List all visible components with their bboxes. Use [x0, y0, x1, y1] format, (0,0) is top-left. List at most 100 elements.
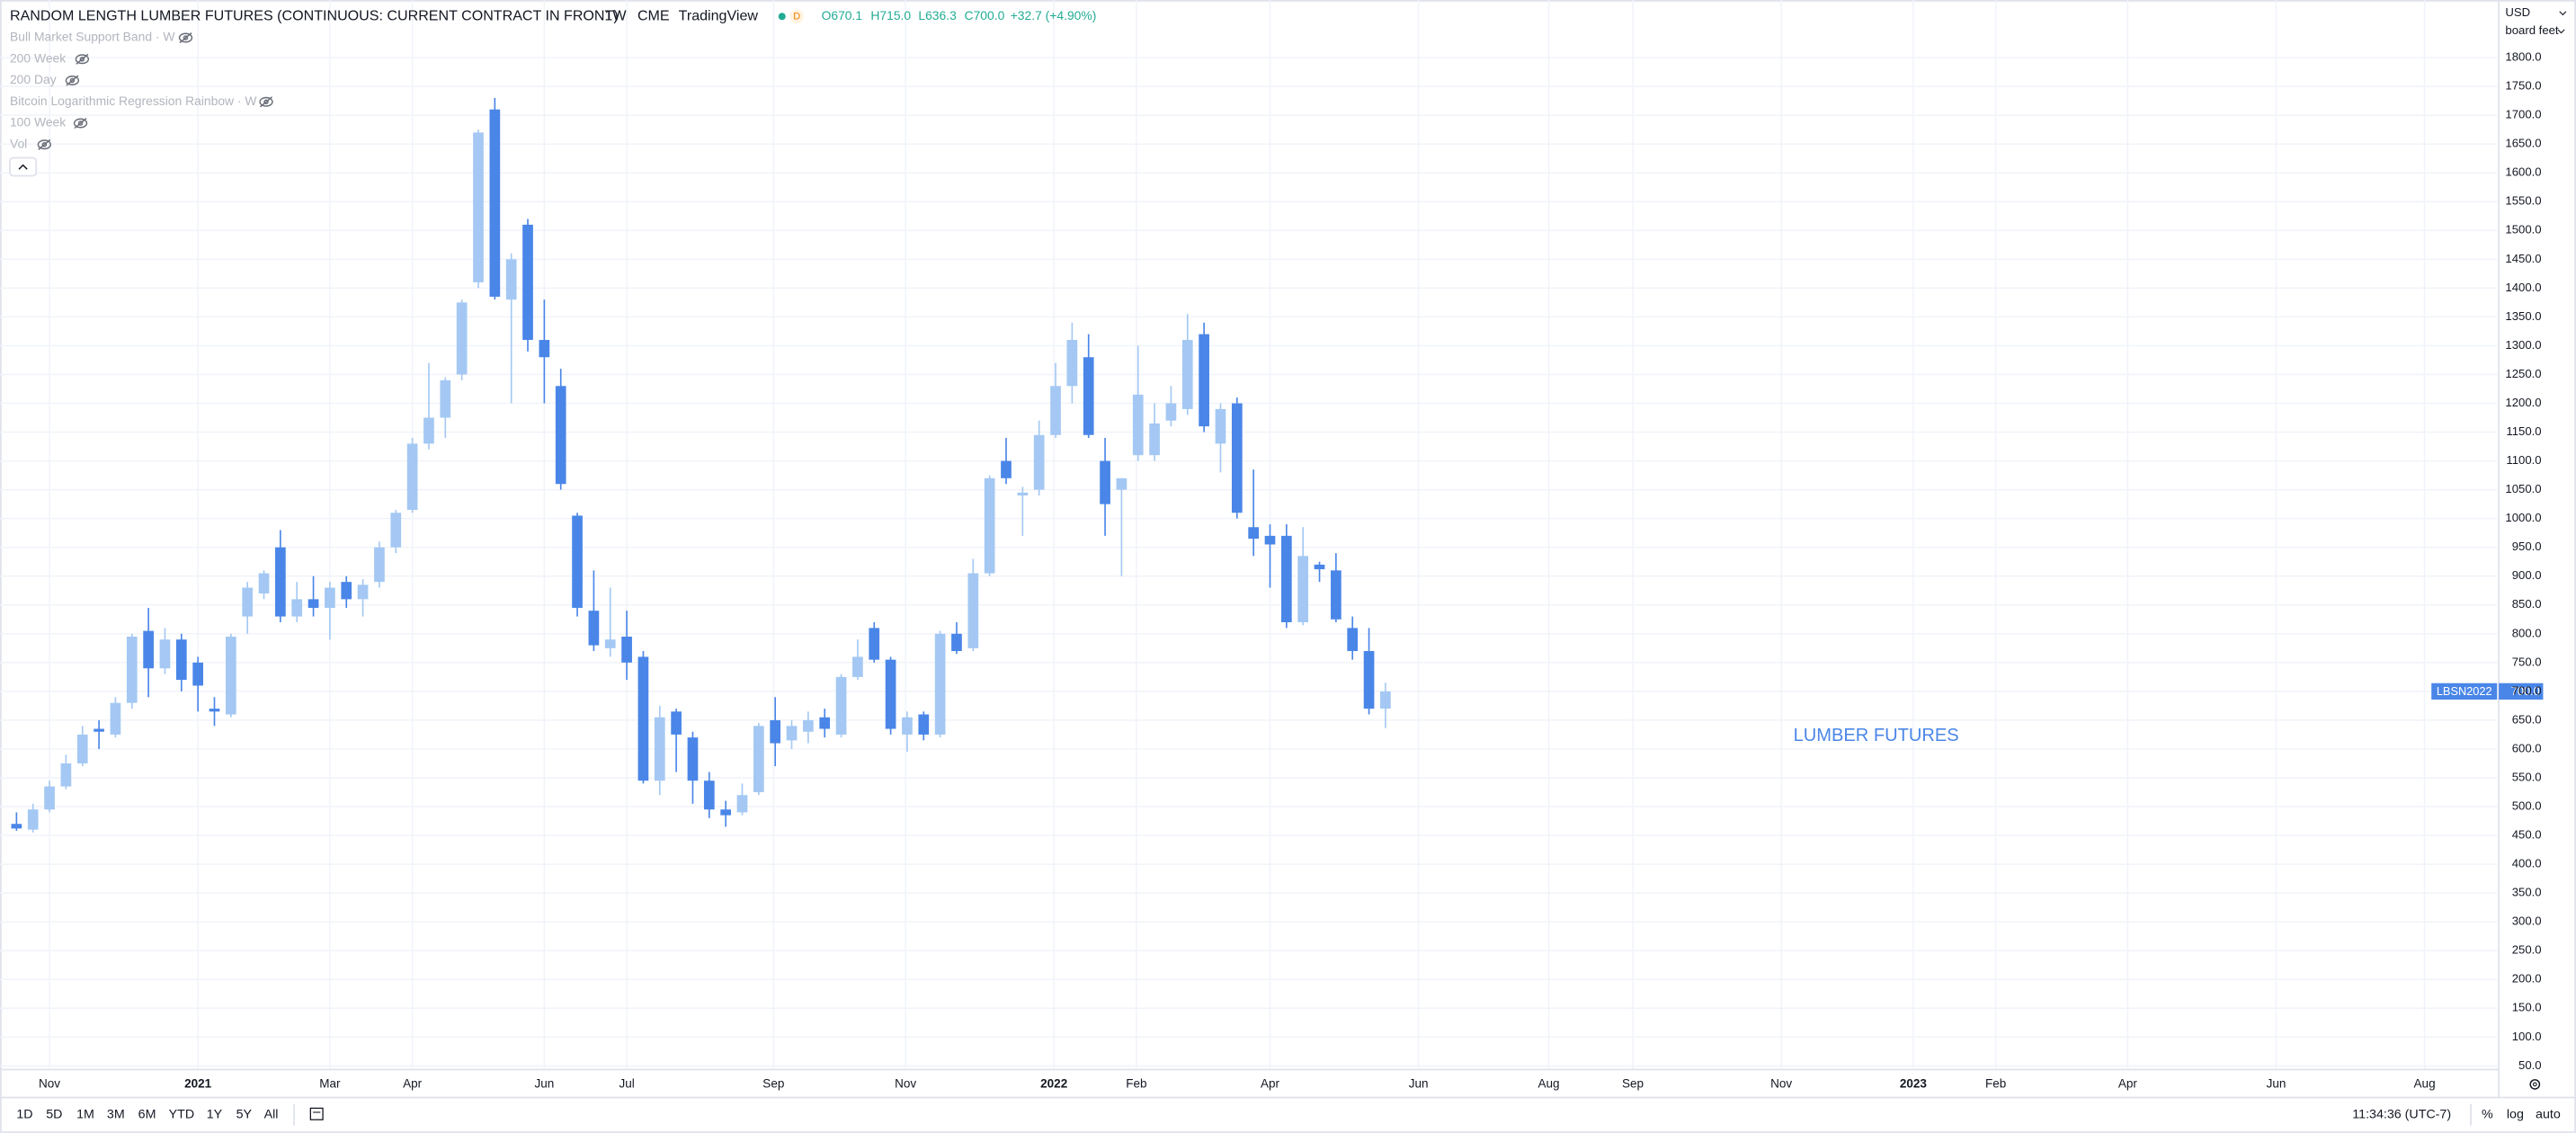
- range-button[interactable]: 3M: [107, 1107, 125, 1121]
- y-tick-label: 1550.0: [2505, 194, 2541, 208]
- x-tick-label: Mar: [319, 1076, 341, 1090]
- candle-body: [555, 386, 566, 485]
- y-tick-label: 200.0: [2512, 972, 2542, 986]
- y-tick-label: 900.0: [2512, 568, 2542, 582]
- y-tick-label: 1100.0: [2506, 453, 2541, 467]
- range-button[interactable]: All: [264, 1107, 279, 1121]
- candle-body: [1380, 691, 1391, 709]
- y-tick-label: 700.0: [2512, 683, 2542, 697]
- range-button[interactable]: 6M: [138, 1107, 156, 1121]
- y-tick-label: 1500.0: [2505, 223, 2541, 236]
- x-tick-label: Jun: [2267, 1076, 2286, 1090]
- candle-body: [505, 259, 517, 300]
- ohlc-low: L636.3: [918, 8, 957, 22]
- clock[interactable]: 11:34:36 (UTC-7): [2352, 1107, 2451, 1121]
- candle-body: [703, 781, 715, 810]
- last-price-tag: LBSN2022 700.0: [2431, 682, 2544, 700]
- candle-body: [753, 726, 764, 793]
- range-button[interactable]: 5D: [46, 1107, 62, 1121]
- collapse-button[interactable]: [9, 156, 38, 177]
- y-tick-label: 1450.0: [2505, 252, 2541, 265]
- symbol-title[interactable]: RANDOM LENGTH LUMBER FUTURES (CONTINUOUS…: [10, 8, 619, 24]
- badge: D: [793, 12, 800, 22]
- y-tick-label: 150.0: [2512, 1001, 2542, 1014]
- range-button[interactable]: 1D: [16, 1107, 32, 1121]
- range-button[interactable]: 1M: [76, 1107, 94, 1121]
- settings-button[interactable]: [2529, 1079, 2541, 1090]
- percent-toggle[interactable]: %: [2482, 1107, 2493, 1121]
- auto-toggle[interactable]: auto: [2536, 1107, 2561, 1121]
- range-button[interactable]: YTD: [169, 1107, 195, 1121]
- candle-body: [588, 611, 600, 646]
- price-tag-bg: [2499, 682, 2544, 700]
- candle-body: [1181, 340, 1193, 409]
- indicator[interactable]: 200 Day: [10, 72, 57, 86]
- candle-body: [406, 443, 418, 511]
- candle-body: [374, 547, 385, 583]
- candle-body: [110, 702, 121, 735]
- exchange: CME: [637, 8, 670, 24]
- candle-body: [671, 711, 682, 735]
- y-tick-label: 1150.0: [2506, 424, 2541, 438]
- x-tick-label: 2021: [184, 1076, 212, 1090]
- range-button[interactable]: 5Y: [236, 1107, 253, 1121]
- symbol-tag-bg: [2431, 682, 2498, 700]
- ohlc-change: +32.7 (+4.90%): [1011, 8, 1097, 22]
- candle-body: [522, 224, 533, 341]
- unit[interactable]: board feet: [2505, 23, 2559, 37]
- x-tick-label: Jun: [534, 1076, 554, 1090]
- y-tick-label: 450.0: [2512, 828, 2542, 842]
- y-tick-label: 300.0: [2512, 914, 2542, 928]
- y-tick-label: 1300.0: [2505, 338, 2541, 352]
- indicator[interactable]: 100 Week: [10, 115, 66, 129]
- goto-date-button[interactable]: [309, 1107, 324, 1120]
- interval[interactable]: 1W: [604, 8, 627, 24]
- candle-body: [720, 809, 731, 816]
- indicator[interactable]: Bull Market Support Band · W: [10, 30, 175, 44]
- y-tick-label: 850.0: [2512, 597, 2542, 611]
- y-tick-label: 1750.0: [2505, 79, 2541, 93]
- y-tick-label: 550.0: [2512, 770, 2542, 783]
- candle-body: [572, 515, 583, 608]
- y-tick-label: 50.0: [2518, 1058, 2542, 1072]
- y-tick-label: 1650.0: [2505, 137, 2541, 150]
- candle-body: [242, 587, 254, 617]
- range-button[interactable]: 1Y: [207, 1107, 223, 1121]
- y-tick-label: 500.0: [2512, 798, 2542, 812]
- candle-body: [984, 477, 995, 574]
- candle-body: [902, 717, 913, 735]
- candle-body: [390, 513, 402, 548]
- x-tick-label: Sep: [762, 1076, 784, 1090]
- candle-body: [885, 659, 896, 729]
- candle-body: [1116, 477, 1128, 490]
- candle-body: [1363, 651, 1375, 709]
- candle-body: [192, 662, 203, 686]
- candle-body: [1050, 386, 1061, 435]
- x-tick-label: Nov: [895, 1076, 916, 1090]
- watermark: LUMBER FUTURES: [1794, 726, 1959, 745]
- indicator[interactable]: 200 Week: [10, 50, 66, 65]
- candle-body: [736, 795, 748, 813]
- y-tick-label: 350.0: [2512, 886, 2542, 899]
- candle-body: [835, 676, 847, 735]
- candle-body: [687, 737, 699, 781]
- gear-icon-hub: [2532, 1082, 2537, 1087]
- candle-body: [1215, 408, 1226, 444]
- x-tick-label: Jul: [619, 1076, 634, 1090]
- x-tick-label: 2022: [1040, 1076, 1067, 1090]
- indicator[interactable]: Bitcoin Logarithmic Regression Rainbow ·…: [10, 94, 257, 108]
- y-tick-label: 1250.0: [2505, 367, 2541, 380]
- indicator[interactable]: Vol: [10, 136, 27, 150]
- candle-body: [852, 656, 863, 677]
- y-tick-label: 1600.0: [2505, 165, 2541, 179]
- candle-body: [1280, 535, 1292, 622]
- x-tick-label: Apr: [1261, 1076, 1280, 1090]
- x-tick-label: Jun: [1409, 1076, 1429, 1090]
- price-tag: 700.0: [2511, 684, 2540, 698]
- candle-body: [275, 547, 286, 617]
- y-tick-label: 800.0: [2512, 626, 2542, 639]
- currency[interactable]: USD: [2505, 5, 2530, 19]
- log-toggle[interactable]: log: [2507, 1107, 2524, 1121]
- candle-body: [456, 302, 468, 375]
- candle-body: [44, 786, 55, 810]
